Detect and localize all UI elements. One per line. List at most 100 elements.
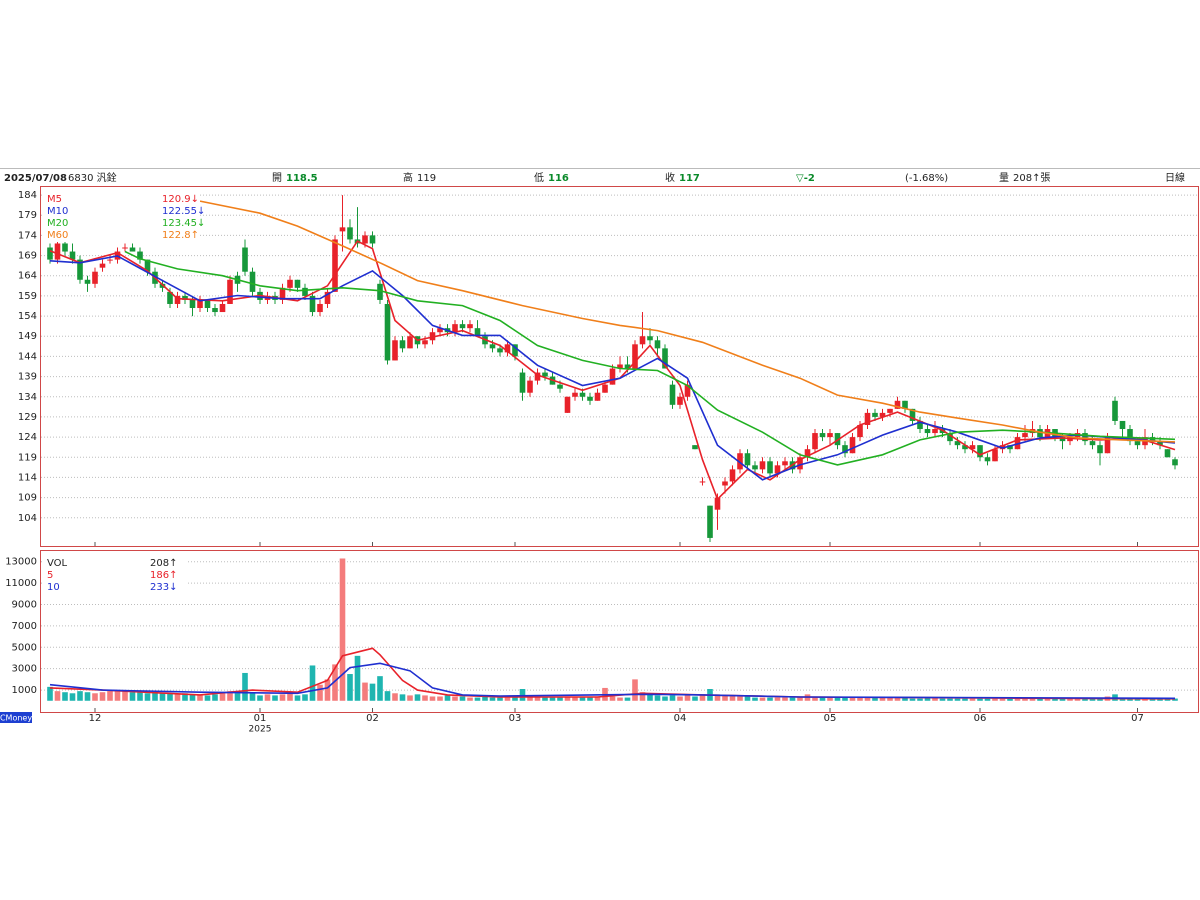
volume-frame [40,550,1199,713]
candle-body [182,295,188,300]
volume-bar [654,695,661,701]
candle-body [54,243,61,260]
volume-bar [872,697,878,701]
candle-body [804,449,811,458]
candle-body [189,299,196,309]
volume-bar [947,698,953,701]
candle-body [849,437,856,454]
volume-bar [782,697,788,701]
volume-bar [662,696,668,701]
header-stock: 6830 汎銓 [68,171,117,184]
legend-name: M60 [47,230,68,241]
y-tick-label: 169 [18,251,37,262]
candle-body [737,453,743,470]
header-low-label: 低 [534,171,544,184]
volume-bar [669,695,676,701]
volume-bar [467,697,473,701]
candle-body [137,251,143,260]
volume-bar [1022,698,1028,701]
candle-body [894,400,901,409]
legend-name: 10 [47,582,60,593]
ma-line [49,662,1176,700]
volume-bar [1014,698,1021,701]
candle-body [722,481,728,486]
candle-body [309,295,316,313]
volume-bar [152,692,158,701]
volume-bar [692,696,698,701]
y-tick-label: 184 [18,190,37,201]
candle-body [62,243,68,252]
x-tick-label: 12 [89,713,102,724]
candle-body [594,392,601,401]
candle-body [407,336,413,349]
volume-bar [624,697,631,701]
candle-body [347,227,353,240]
volume-bar [647,694,653,701]
candle-body [47,247,53,260]
candle-body [1067,437,1073,442]
candle-body [542,372,548,377]
volume-bar [452,696,458,701]
volume-bar [302,694,308,701]
volume-bar [632,679,638,701]
volume-bar [234,693,241,701]
volume-bar [377,676,383,701]
candle-body [924,429,931,434]
candle-body [684,384,691,397]
candle-body [467,324,473,329]
volume-bar [902,697,908,701]
volume-bar [189,694,196,701]
candle-body [1112,400,1118,421]
candle-body [662,348,668,369]
y-tick-label: 124 [18,432,37,443]
volume-bar [744,696,751,701]
legend-name: VOL [47,558,68,569]
candle-body [759,461,766,470]
volume-bar [1007,698,1013,701]
candle-body [107,259,113,261]
y-tick-label: 5000 [12,642,37,653]
volume-bar [714,694,721,701]
y-tick-label: 119 [18,452,37,463]
volume-bar [489,697,496,701]
volume-bar [534,696,541,701]
legend-name: M5 [47,194,62,205]
volume-bar [834,697,841,701]
candle-body [677,396,683,405]
volume-bar [272,695,278,701]
volume-bar [137,692,143,701]
candle-body [369,235,376,244]
y-tick-label: 174 [18,230,37,241]
candle-body [564,396,571,413]
volume-bar [1029,698,1036,701]
x-tick-label: 05 [824,713,837,724]
y-tick-label: 134 [18,392,37,403]
volume-bar [519,689,526,701]
candle-body [437,328,443,333]
volume-bar [309,665,316,701]
legend-value: 122.55↓ [162,206,205,217]
candle-body [227,279,233,304]
volume-bar [219,693,226,701]
volume-bar [84,692,91,701]
volume-bar [557,697,563,701]
candle-body [744,453,751,466]
volume-bar [287,693,293,701]
volume-bar [354,655,361,701]
legend-box [42,555,188,594]
header-date: 2025/07/08 [4,173,67,184]
volume-bar [699,695,706,701]
candle-body [857,424,863,438]
candle-body [279,287,286,300]
candle-body [384,303,391,361]
volume-bar [939,698,946,701]
volume-bar [114,690,121,701]
volume-bar [399,694,406,701]
candle-body [1082,433,1088,442]
volume-bar [722,695,728,701]
candle-body [977,445,983,458]
volume-bar [47,686,53,701]
candle-body [827,433,833,438]
candle-body [962,445,968,450]
candle-body [324,291,331,304]
